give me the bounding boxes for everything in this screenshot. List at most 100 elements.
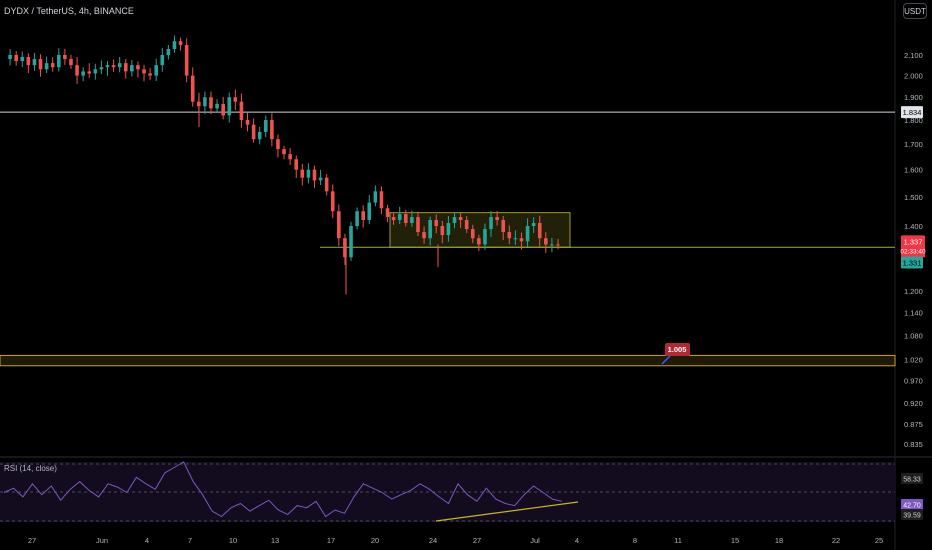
candle-body <box>190 75 195 102</box>
candle-body <box>50 63 55 68</box>
date-tick-label: 20 <box>371 536 379 545</box>
candle-body <box>20 57 25 62</box>
candle-body <box>489 217 493 230</box>
price-tick-label: 1.600 <box>904 166 923 175</box>
candle-body <box>495 217 499 221</box>
candle-body <box>14 55 18 62</box>
candle-body <box>56 55 61 68</box>
candle-body <box>361 211 365 221</box>
candle-body <box>446 222 451 236</box>
candle-body <box>282 149 286 155</box>
price-tick-label: 0.970 <box>904 377 923 386</box>
candle-body <box>544 238 548 245</box>
candle-body <box>81 71 85 76</box>
candle-body <box>550 244 554 246</box>
candle-body <box>136 65 140 70</box>
candle-body <box>507 232 512 239</box>
candle-body <box>367 202 372 221</box>
rsi-upper-tag: 58.33 <box>903 477 921 484</box>
candle-body <box>69 59 73 66</box>
date-tick-label: 15 <box>731 536 739 545</box>
price-tick-label: 1.500 <box>904 193 923 202</box>
candle-body <box>391 217 396 221</box>
candle-body <box>99 67 104 70</box>
candle-body <box>148 73 152 76</box>
candle-body <box>233 97 238 102</box>
candle-body <box>519 238 524 242</box>
candle-body <box>245 120 250 125</box>
date-tick-label: 17 <box>327 536 335 545</box>
candle-body <box>470 229 475 239</box>
price-tick-label: 2.100 <box>904 51 923 60</box>
candle-body <box>270 120 274 140</box>
date-tick-label: Jul <box>530 536 540 545</box>
currency-button[interactable]: USDT <box>903 3 927 19</box>
candle-body <box>87 71 92 74</box>
price-tick-label: 1.080 <box>904 331 923 340</box>
date-tick-label: 8 <box>633 536 637 545</box>
candle-body <box>75 65 79 76</box>
date-tick-label: 4 <box>575 536 579 545</box>
candle-body <box>154 65 158 76</box>
candle-body <box>318 177 323 181</box>
resistance-price-tag: 1.834 <box>903 108 922 117</box>
candle-body <box>501 220 506 233</box>
date-tick-label: 24 <box>429 536 437 545</box>
candle-body <box>355 211 359 226</box>
price-tick-label: 1.400 <box>904 222 923 231</box>
candle-body <box>324 177 329 192</box>
candle-body <box>209 97 213 109</box>
date-tick-label: 4 <box>145 536 149 545</box>
candle-body <box>294 159 299 170</box>
candle-body <box>178 41 183 46</box>
candle-body <box>343 238 347 258</box>
candle-body <box>385 208 390 218</box>
candle-body <box>105 65 110 68</box>
candle-body <box>525 225 530 242</box>
candle-body <box>263 120 268 132</box>
candle-body <box>215 103 219 109</box>
price-tick-label: 0.835 <box>904 440 923 449</box>
price-tick-label: 0.920 <box>904 399 923 408</box>
candle-body <box>142 69 146 74</box>
candle-body <box>464 220 469 230</box>
target-callout-bg <box>665 343 690 356</box>
candle-body <box>117 63 122 68</box>
price-tick-label: 0.875 <box>904 420 923 429</box>
candle-body <box>531 222 536 226</box>
date-tick-label: 10 <box>229 536 237 545</box>
rsi-lower-tag: 39.59 <box>903 513 921 520</box>
candle-body <box>166 49 171 55</box>
price-tick-label: 1.020 <box>904 356 923 365</box>
date-tick-label: 27 <box>28 536 36 545</box>
candle-body <box>458 217 463 221</box>
date-tick-label: 13 <box>271 536 279 545</box>
candle-body <box>160 55 165 66</box>
date-tick-label: 11 <box>674 536 682 545</box>
date-tick-label: 25 <box>875 536 883 545</box>
rsi-line <box>3 461 563 518</box>
candle-body <box>349 225 353 258</box>
candle-body <box>422 232 426 239</box>
candle-body <box>257 131 262 140</box>
candle-body <box>123 63 128 72</box>
candle-body <box>434 220 439 226</box>
candle-body <box>251 124 256 140</box>
date-tick-label: 18 <box>775 536 783 545</box>
candle-body <box>26 57 31 66</box>
candle-body <box>397 214 402 221</box>
candle-body <box>276 139 280 150</box>
price-tick-label: 1.200 <box>904 287 923 296</box>
candle-body <box>477 238 481 245</box>
candle-body <box>373 191 378 203</box>
candle-body <box>337 211 341 239</box>
price-tick-label: 1.700 <box>904 140 923 149</box>
candle-body <box>63 55 67 60</box>
price-tick-label: 1.800 <box>904 116 923 125</box>
rsi-label: RSI (14, close) <box>4 464 57 473</box>
candle-body <box>330 191 335 212</box>
candle-body <box>404 214 408 223</box>
rsi-value-tag-bg <box>901 499 923 510</box>
